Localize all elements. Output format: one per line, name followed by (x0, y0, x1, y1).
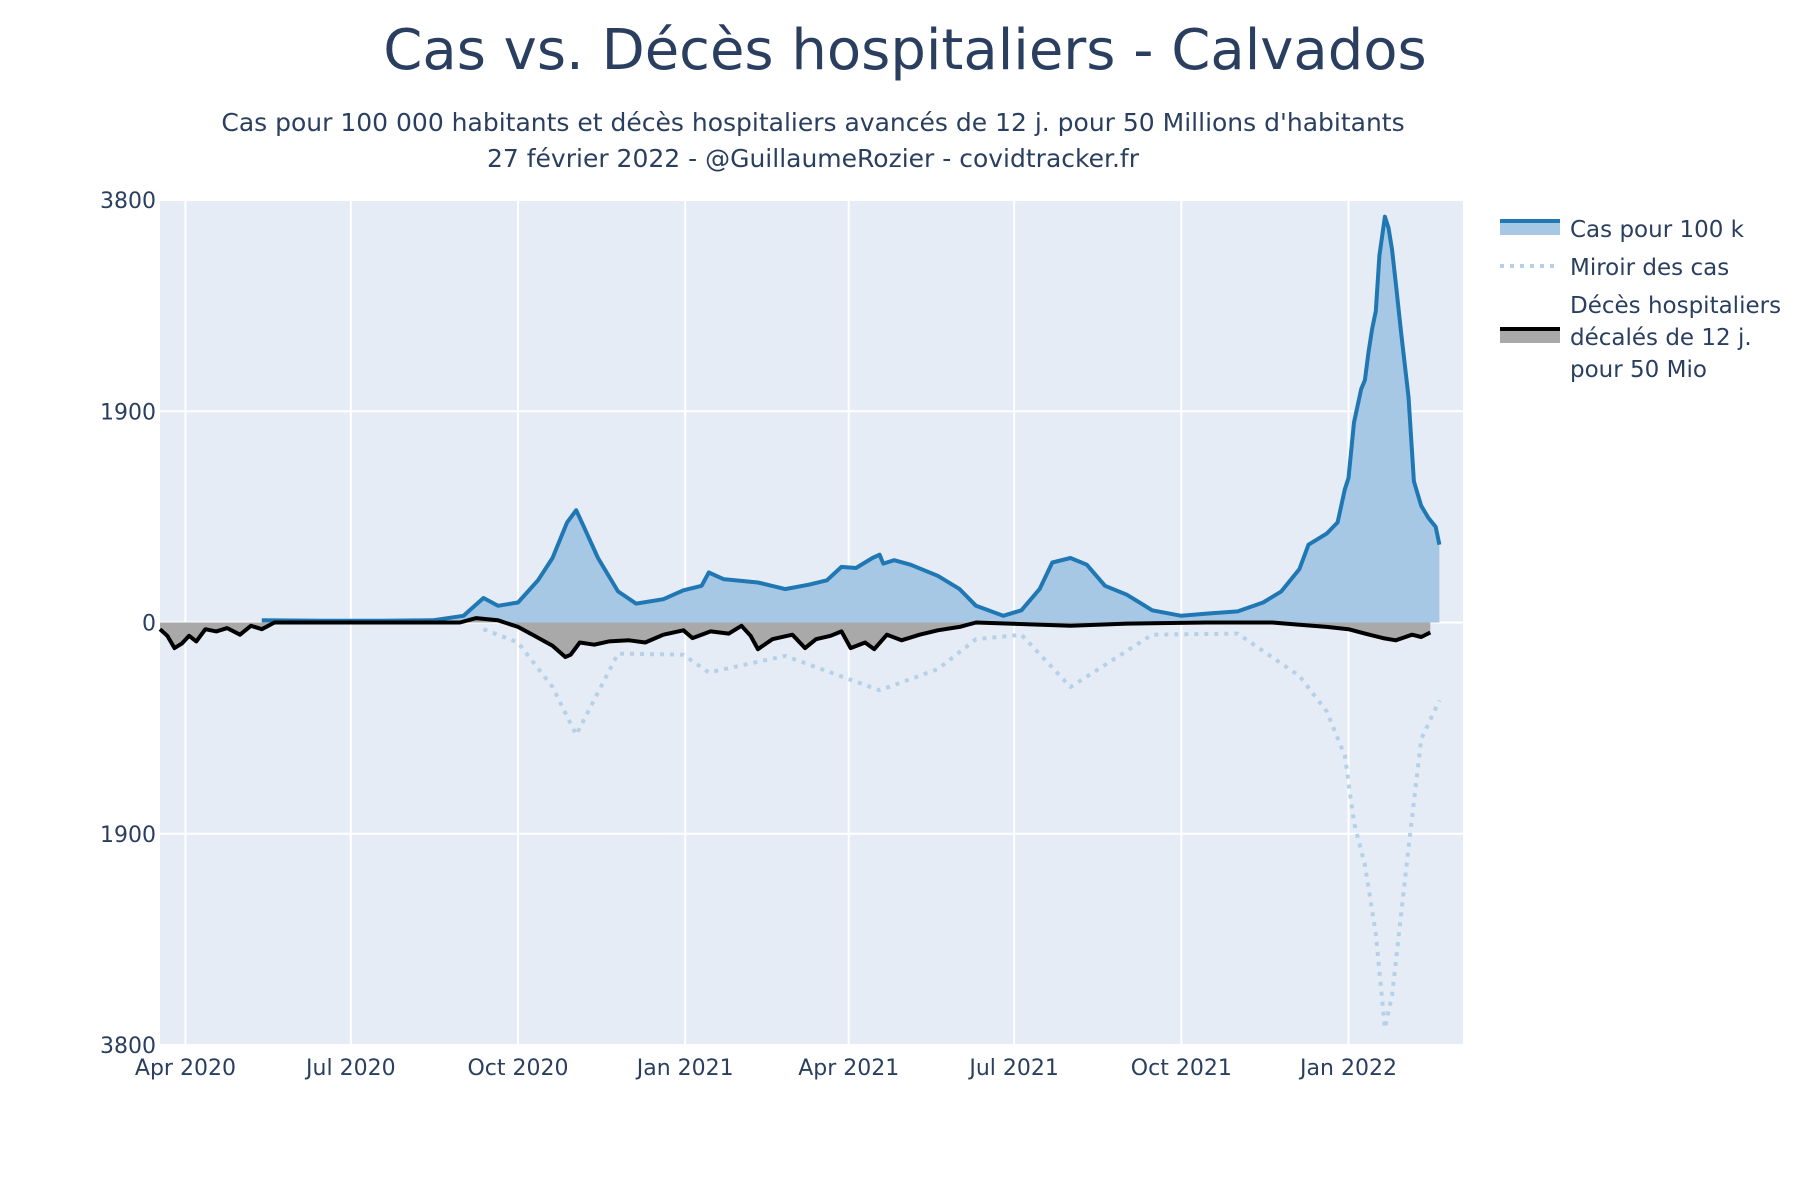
y-tick-label: 3800 (100, 1034, 156, 1059)
mirror-line (482, 627, 1442, 1031)
legend-swatch-deaths (1500, 327, 1560, 343)
legend-swatch-mirror (1500, 264, 1560, 268)
legend: Cas pour 100 k Miroir des cas Décès hosp… (1500, 210, 1790, 386)
x-tick-label: Apr 2020 (135, 1056, 236, 1081)
legend-label-mirror: Miroir des cas (1570, 255, 1730, 281)
y-tick-label: 1900 (100, 823, 156, 848)
chart-title: Cas vs. Décès hospitaliers - Calvados (383, 18, 1427, 83)
legend-item-deaths[interactable]: Décès hospitaliers décalés de 12 j. pour… (1500, 286, 1790, 386)
deaths-line (158, 616, 1432, 659)
chart-subtitle-line2: 27 février 2022 - @GuillaumeRozier - cov… (486, 144, 1139, 173)
legend-item-mirror[interactable]: Miroir des cas (1500, 248, 1790, 286)
legend-label-cases: Cas pour 100 k (1570, 217, 1744, 243)
legend-swatch-cases (1500, 219, 1560, 235)
cases-area (261, 216, 1440, 623)
x-tick-label: Apr 2021 (798, 1056, 899, 1081)
legend-label-deaths: Décès hospitaliers décalés de 12 j. pour… (1570, 293, 1782, 383)
x-tick-label: Oct 2021 (1131, 1056, 1232, 1081)
y-tick-label: 1900 (100, 400, 156, 425)
chart-subtitle-line1: Cas pour 100 000 habitants et décès hosp… (221, 108, 1405, 137)
legend-item-cases[interactable]: Cas pour 100 k (1500, 210, 1790, 248)
y-tick-label: 3800 (100, 189, 156, 214)
x-tick-label: Jan 2021 (635, 1056, 734, 1081)
x-tick-label: Oct 2020 (467, 1056, 568, 1081)
cases-line (261, 214, 1442, 623)
x-tick-label: Jul 2020 (304, 1056, 396, 1081)
series-layer (158, 214, 1442, 1031)
x-tick-label: Jan 2022 (1298, 1056, 1397, 1081)
y-tick-label: 0 (142, 612, 156, 637)
x-tick-label: Jul 2021 (967, 1056, 1059, 1081)
